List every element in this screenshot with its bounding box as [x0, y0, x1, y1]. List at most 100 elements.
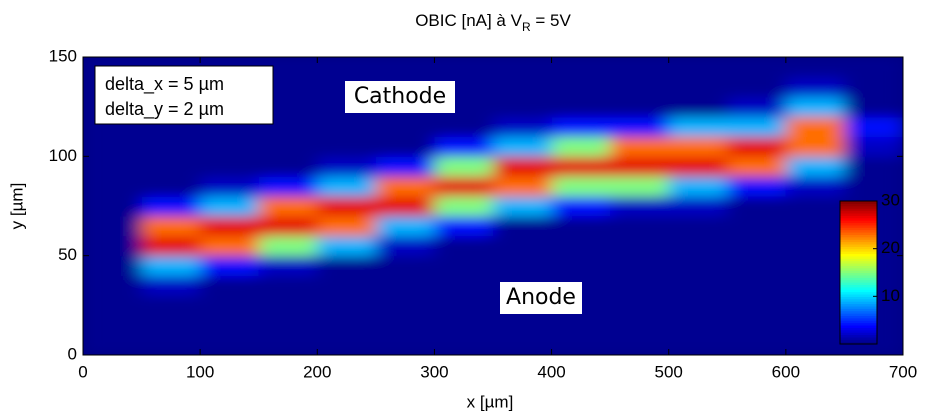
colorbar-segment [840, 284, 877, 288]
heat-cell [727, 335, 787, 355]
heat-cell [785, 196, 845, 217]
colorbar-segment [840, 222, 877, 226]
colorbar-segment [840, 329, 877, 333]
heat-cell [375, 275, 435, 296]
y-tick-label: 50 [58, 245, 77, 264]
heat-cell [610, 315, 670, 336]
colorbar-segment [840, 220, 877, 224]
heat-cell [785, 96, 845, 118]
heat-cell [493, 96, 553, 118]
title-text: = 5V [531, 11, 572, 30]
heat-cell [258, 295, 318, 316]
heat-cell [375, 176, 435, 197]
colorbar-segment [840, 255, 877, 259]
colorbar-segment [840, 317, 877, 321]
x-tick-label: 100 [186, 362, 214, 381]
heat-cell [844, 116, 903, 137]
heat-cell [727, 136, 787, 157]
heat-cell [258, 196, 318, 217]
colorbar-segment [840, 322, 877, 326]
heat-cell [727, 196, 787, 217]
heat-cell [551, 156, 611, 177]
heat-cell [785, 295, 845, 316]
colorbar-segment [840, 239, 877, 243]
colorbar-segment [840, 210, 877, 214]
heat-cell [258, 315, 318, 336]
heat-cell [785, 76, 845, 98]
heat-cell [668, 235, 728, 257]
colorbar-segment [840, 336, 877, 340]
colorbar-segment [840, 208, 877, 212]
x-tick-label: 500 [655, 362, 683, 381]
heat-cell [493, 315, 553, 336]
heat-cell [375, 295, 435, 316]
heat-cell [551, 176, 611, 197]
heat-cell [844, 156, 903, 177]
heat-cell [83, 215, 143, 237]
heat-cell [551, 255, 611, 277]
heat-cell [844, 76, 903, 98]
heat-cell [141, 295, 201, 316]
heat-cell [668, 315, 728, 336]
colorbar-frame [839, 200, 878, 345]
colorbar-segment [840, 305, 877, 309]
heat-cell [200, 136, 260, 157]
heat-cell [141, 196, 201, 217]
heat-cell [200, 315, 260, 336]
heat-cell [83, 295, 143, 316]
heat-cell [141, 136, 201, 157]
heat-cell [727, 315, 787, 336]
colorbar-segment [840, 267, 877, 271]
colorbar-tick-label: 10 [881, 286, 900, 305]
heat-cell [610, 255, 670, 277]
colorbar-segment [840, 231, 877, 235]
heat-cell [141, 215, 201, 237]
heat-cell [668, 176, 728, 197]
legend-box [94, 65, 274, 125]
heat-cell [141, 255, 201, 277]
heat-cell [551, 315, 611, 336]
heat-cell [317, 116, 377, 137]
heat-cell [785, 275, 845, 296]
heat-cell [375, 156, 435, 177]
heat-cell [727, 215, 787, 237]
heat-cell [317, 295, 377, 316]
heat-cell [785, 315, 845, 336]
heat-cell [317, 57, 377, 78]
heat-cell [727, 176, 787, 197]
colorbar-segment [840, 215, 877, 219]
heat-cell [668, 96, 728, 118]
colorbar-segment [840, 258, 877, 262]
heat-cell [434, 116, 494, 137]
colorbar-segment [840, 224, 877, 228]
chart-title: OBIC [nA] à VR = 5V [415, 11, 571, 34]
colorbar-tick-label: 20 [881, 238, 900, 257]
heat-cell [434, 57, 494, 78]
heat-cell [551, 57, 611, 78]
heat-cell [668, 57, 728, 78]
heat-cell [493, 136, 553, 157]
plot-frame [82, 56, 904, 356]
heat-cell [668, 275, 728, 296]
heat-cell [317, 335, 377, 355]
heat-cell [551, 235, 611, 257]
heat-cell [785, 156, 845, 177]
heat-cell [668, 335, 728, 355]
heat-cell [493, 196, 553, 217]
heat-cell [434, 235, 494, 257]
colorbar-segment [840, 301, 877, 305]
heat-cell [434, 315, 494, 336]
heat-cell [551, 136, 611, 157]
heat-cell [785, 235, 845, 257]
heat-cell [83, 196, 143, 217]
heat-cell [317, 255, 377, 277]
colorbar-segment [840, 260, 877, 264]
x-tick-label: 600 [772, 362, 800, 381]
heat-cell [434, 196, 494, 217]
y-axis-label: y [µm] [7, 183, 26, 230]
y-tick-label: 150 [49, 46, 77, 65]
heat-cell [375, 315, 435, 336]
colorbar-segment [840, 272, 877, 276]
heat-cell [727, 96, 787, 118]
heat-cell [610, 116, 670, 137]
